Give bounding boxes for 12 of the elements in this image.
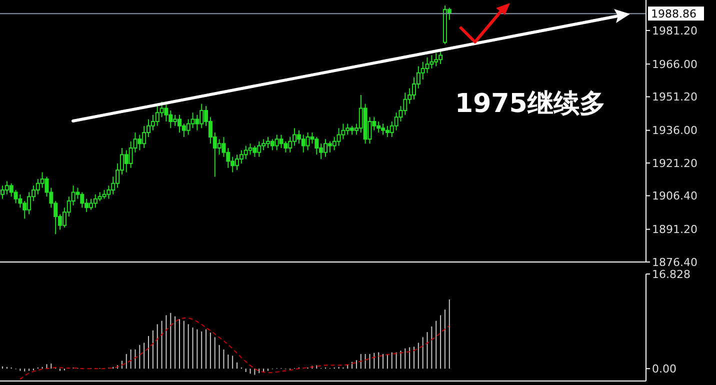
- y-tick-label: 1981.20: [652, 24, 698, 38]
- y-tick-label: 1876.40: [652, 256, 698, 269]
- y-tick-label: 1936.00: [652, 124, 698, 138]
- ref-line-label: 1988.86: [651, 8, 696, 21]
- y-tick-label: 1921.20: [652, 156, 698, 170]
- y-tick-label: 1891.20: [652, 223, 698, 236]
- annotation: 1975继续多: [455, 88, 606, 121]
- y-tick-label: 1906.40: [652, 190, 698, 203]
- y-tick-label: 1951.20: [652, 90, 698, 104]
- y-tick-label: 0.00: [652, 362, 676, 376]
- y-tick-label: 1966.00: [652, 58, 698, 71]
- y-tick-label: 16.828: [652, 268, 690, 281]
